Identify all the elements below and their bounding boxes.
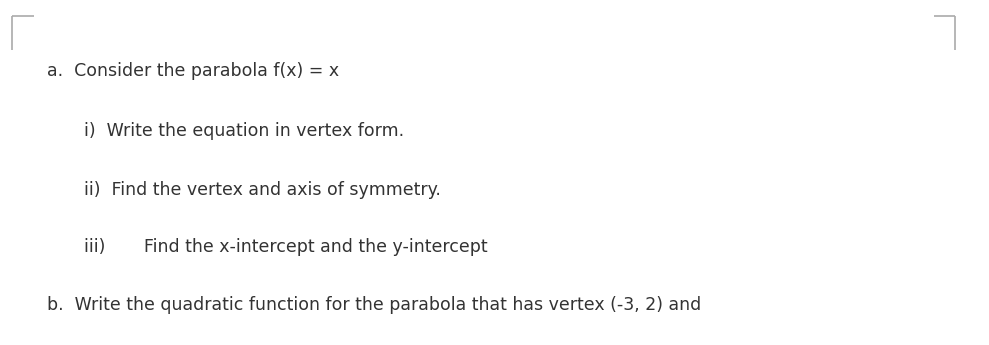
Text: ii)  Find the vertex and axis of symmetry.: ii) Find the vertex and axis of symmetry… <box>84 181 441 199</box>
Text: a.  Consider the parabola f(x) = x: a. Consider the parabola f(x) = x <box>47 62 339 80</box>
Text: iii)       Find the x-intercept and the y-intercept: iii) Find the x-intercept and the y-inte… <box>84 238 488 256</box>
Text: b.  Write the quadratic function for the parabola that has vertex (-3, 2) and: b. Write the quadratic function for the … <box>47 296 702 315</box>
Text: i)  Write the equation in vertex form.: i) Write the equation in vertex form. <box>84 122 405 140</box>
